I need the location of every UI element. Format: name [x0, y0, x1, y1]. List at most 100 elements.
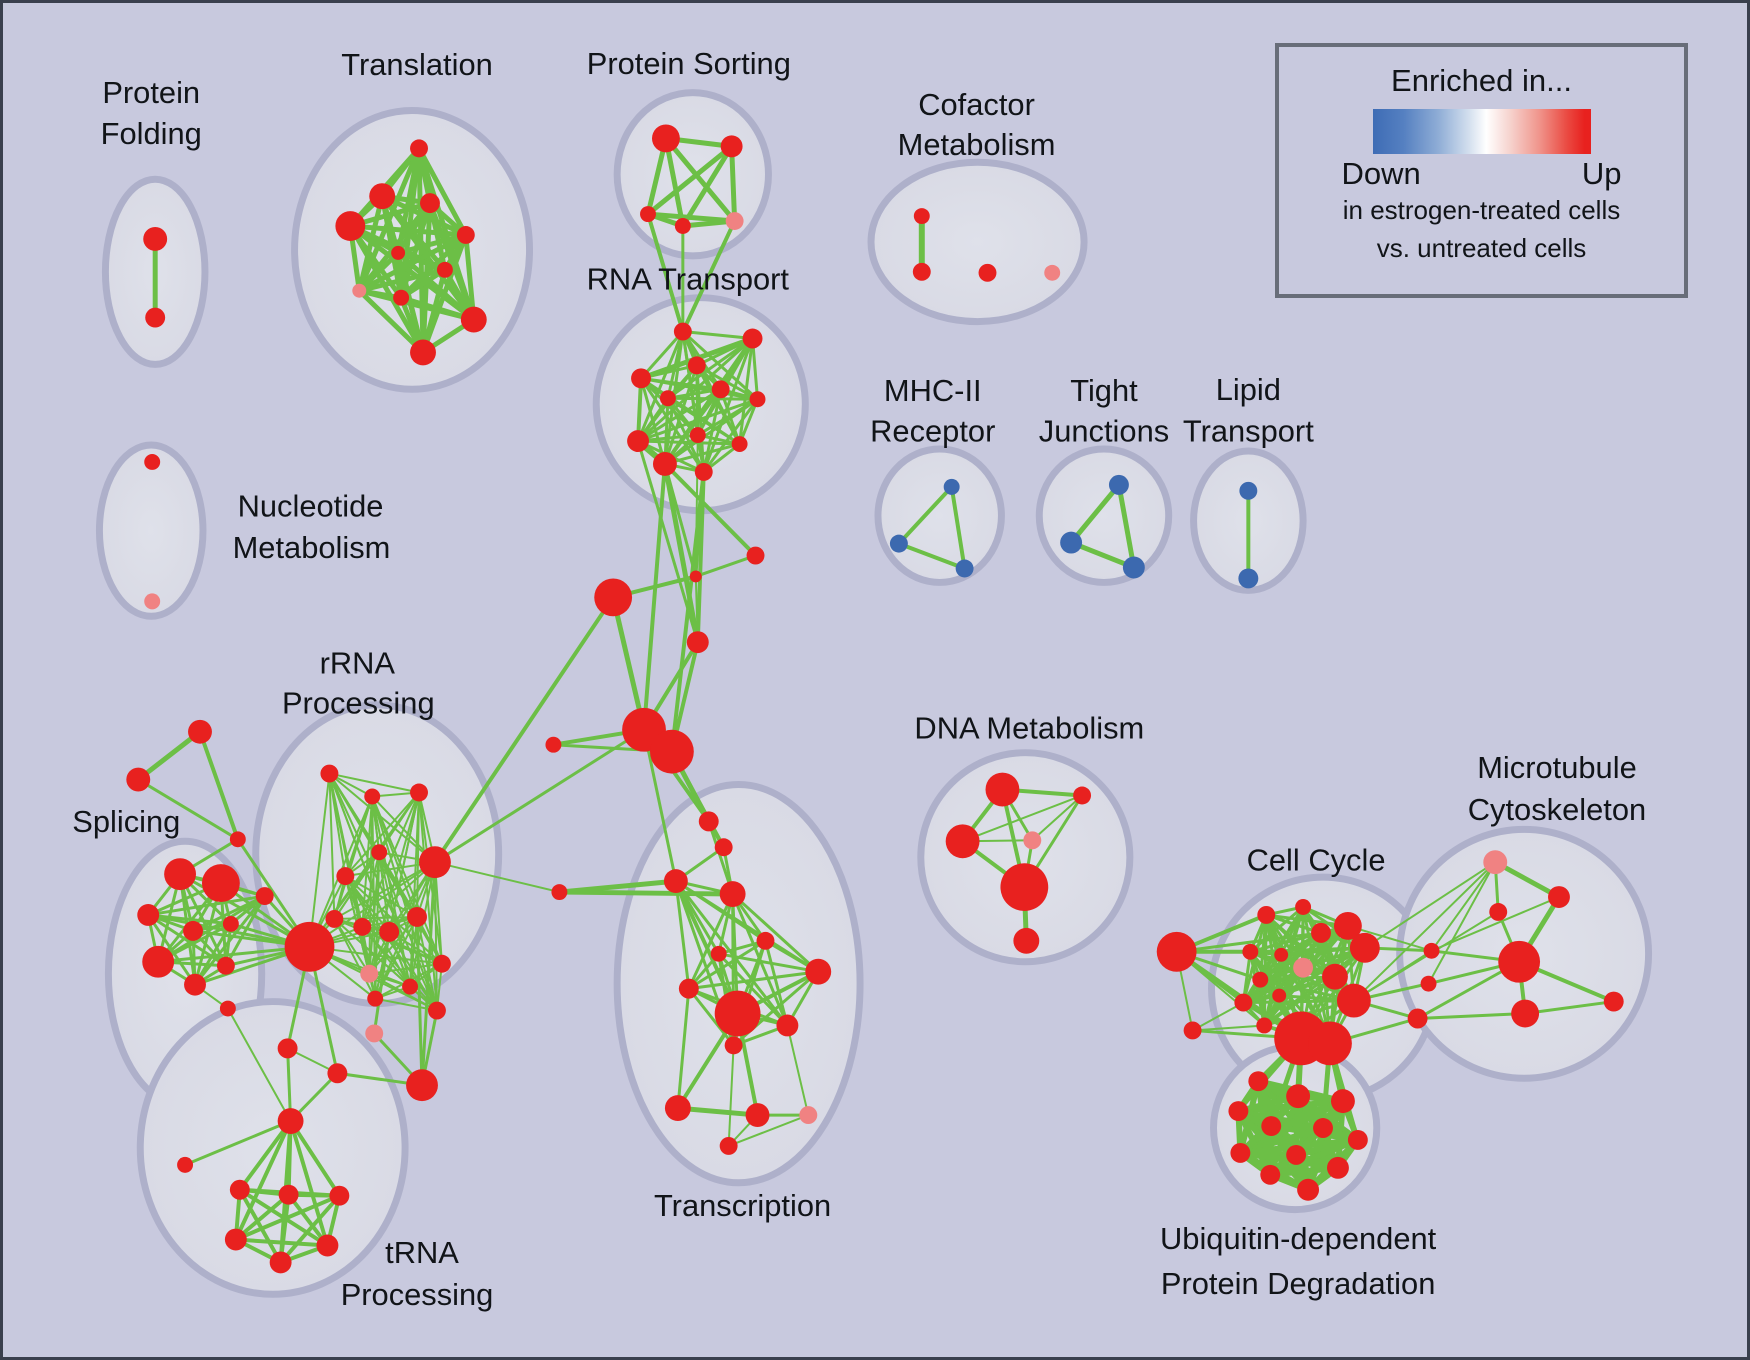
edge — [328, 772, 336, 920]
edge — [333, 917, 371, 975]
node-red — [325, 909, 344, 928]
node-red — [731, 436, 748, 453]
node-red — [391, 245, 406, 260]
edge — [344, 875, 419, 918]
node-red — [183, 920, 203, 941]
node-red — [1297, 1178, 1320, 1201]
node-red — [224, 1228, 247, 1251]
edge — [347, 223, 426, 355]
node-pink — [360, 964, 379, 983]
edge — [636, 337, 755, 443]
edge — [237, 1187, 283, 1265]
node-red — [371, 844, 388, 861]
node-red — [651, 124, 680, 153]
node-red — [410, 339, 436, 366]
node-red — [1230, 1142, 1251, 1163]
edge — [738, 397, 760, 446]
cluster-transcription — [613, 781, 864, 1187]
cluster-label-transcription: Transcription — [654, 1188, 831, 1223]
network-canvas: Protein Folding Translation Protein Sorting… — [72, 46, 1653, 1312]
node-red — [277, 1038, 298, 1059]
edge — [183, 1119, 293, 1167]
node-red — [776, 1014, 799, 1037]
cluster-label-lipid-transport-line1: Lipid — [1216, 372, 1281, 407]
edge — [361, 791, 421, 928]
node-red — [1349, 932, 1380, 963]
node-red — [353, 917, 372, 936]
edge — [687, 892, 735, 991]
node-red — [913, 208, 930, 225]
edge — [344, 875, 443, 965]
node-red — [1489, 903, 1508, 921]
edge — [193, 922, 233, 987]
cluster-label-trna-processing-line1: tRNA — [385, 1235, 459, 1270]
edge — [676, 987, 691, 1110]
edge — [1191, 1001, 1245, 1032]
edge — [687, 970, 820, 991]
edge — [687, 987, 736, 1047]
node-red — [329, 1185, 350, 1206]
edge — [556, 889, 736, 897]
node-red — [1183, 1021, 1202, 1040]
node-red — [410, 783, 428, 802]
node-red — [277, 1108, 304, 1134]
edge — [415, 915, 424, 1087]
edge — [395, 250, 477, 323]
node-red — [978, 263, 997, 282]
edge — [662, 461, 758, 558]
edge — [356, 267, 448, 294]
edge — [361, 861, 436, 928]
node-red — [1295, 899, 1312, 915]
edge — [409, 915, 419, 988]
cluster-label-protein-folding-line2: Folding — [101, 116, 202, 151]
node-red — [551, 884, 568, 901]
node-red — [460, 306, 487, 333]
cluster-label-trna-processing-line2: Processing — [341, 1277, 494, 1312]
edge — [1116, 482, 1137, 570]
edge — [1241, 966, 1305, 1005]
edge — [896, 541, 967, 571]
edge — [1248, 905, 1305, 954]
legend-box: Enriched in... Down Up in estrogen-treat… — [1275, 43, 1688, 298]
edge — [674, 879, 691, 991]
node-blue — [1060, 531, 1083, 554]
node-red — [945, 824, 980, 859]
node-red — [985, 772, 1020, 807]
cluster-label-lipid-transport-line2: Transport — [1183, 414, 1314, 449]
node-red — [316, 1234, 339, 1257]
node-pink — [1023, 831, 1042, 850]
legend-up-label: Up — [1581, 156, 1622, 191]
edge — [1068, 482, 1122, 546]
node-red — [216, 956, 235, 975]
edge — [372, 930, 391, 1035]
edge — [333, 915, 419, 920]
node-red — [379, 921, 400, 942]
node-red — [698, 811, 719, 832]
cluster-label-tight-junctions-line1: Tight — [1070, 373, 1138, 408]
node-red — [631, 368, 651, 389]
node-red — [724, 1036, 743, 1055]
edge — [1492, 859, 1562, 900]
node-pink — [1044, 264, 1061, 281]
edge — [237, 1119, 293, 1192]
node-red — [649, 729, 694, 774]
edge — [432, 595, 616, 865]
node-red — [1420, 975, 1437, 992]
node-red — [456, 226, 475, 244]
edge — [694, 554, 758, 578]
cluster-label-microtubule-cytoskeleton-line2: Cytoskeleton — [1468, 792, 1646, 827]
edge — [673, 879, 740, 1016]
node-red — [1308, 1021, 1352, 1066]
edge — [949, 484, 967, 571]
node-blue — [1108, 474, 1129, 495]
edge — [146, 894, 267, 917]
edge — [233, 1119, 293, 1242]
legend-title: Enriched in... — [1391, 63, 1572, 98]
edge — [681, 330, 755, 341]
node-red — [137, 904, 160, 926]
edge — [409, 791, 421, 988]
node-red — [393, 289, 410, 306]
node-red — [663, 869, 688, 894]
node-red — [678, 978, 699, 999]
edge — [1031, 794, 1084, 842]
